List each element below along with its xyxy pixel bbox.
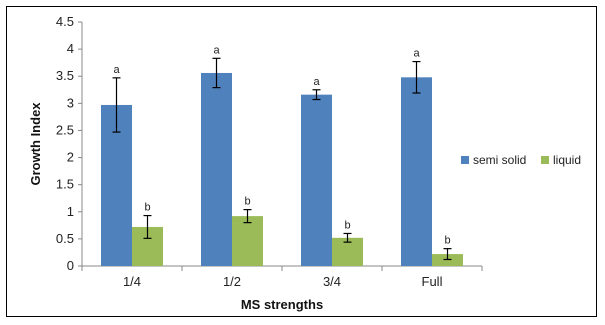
- significance-label: a: [213, 44, 220, 56]
- y-tick-label: 3.5: [56, 68, 74, 83]
- bar: [232, 216, 263, 266]
- bar: [201, 72, 232, 266]
- bar: [401, 77, 432, 266]
- legend-swatch: [541, 156, 549, 164]
- y-axis-title: Growth Index: [28, 102, 43, 186]
- significance-label: a: [113, 64, 120, 76]
- x-tick-label: 3/4: [323, 274, 341, 289]
- bars: [101, 72, 463, 267]
- y-tick-label: 0.5: [56, 231, 74, 246]
- significance-label: b: [344, 219, 350, 231]
- y-tick-label: 4.5: [56, 14, 74, 29]
- significance-label: b: [144, 202, 150, 214]
- significance-label: a: [413, 48, 420, 60]
- y-tick-label: 1: [67, 204, 74, 219]
- x-tick-label: Full: [422, 274, 443, 289]
- error-bars: [112, 57, 452, 261]
- significance-label: a: [313, 76, 320, 88]
- significance-labels: a b a b a b a b: [113, 44, 450, 246]
- x-tick-label: 1/4: [123, 274, 141, 289]
- y-tick-label: 2: [67, 150, 74, 165]
- legend-swatch: [461, 156, 469, 164]
- y-tick-label: 3: [67, 95, 74, 110]
- x-axis-title: MS strengths: [241, 297, 323, 312]
- legend: semi solid liquid: [461, 153, 581, 167]
- legend-label: semi solid: [473, 153, 526, 167]
- significance-label: b: [244, 196, 250, 208]
- y-tick-label: 2.5: [56, 122, 74, 137]
- legend-label: liquid: [553, 153, 581, 167]
- y-tick-label: 4: [67, 41, 74, 56]
- y-tick-label: 0: [67, 258, 74, 273]
- tick-labels: 0 0.5 1 1.5 2 2.5 3 3.5 4 4.5 1/4 1/2 3/4 Full: [56, 14, 443, 289]
- significance-label: b: [444, 235, 450, 247]
- bar: [301, 94, 332, 266]
- y-tick-label: 1.5: [56, 177, 74, 192]
- x-tick-label: 1/2: [223, 274, 241, 289]
